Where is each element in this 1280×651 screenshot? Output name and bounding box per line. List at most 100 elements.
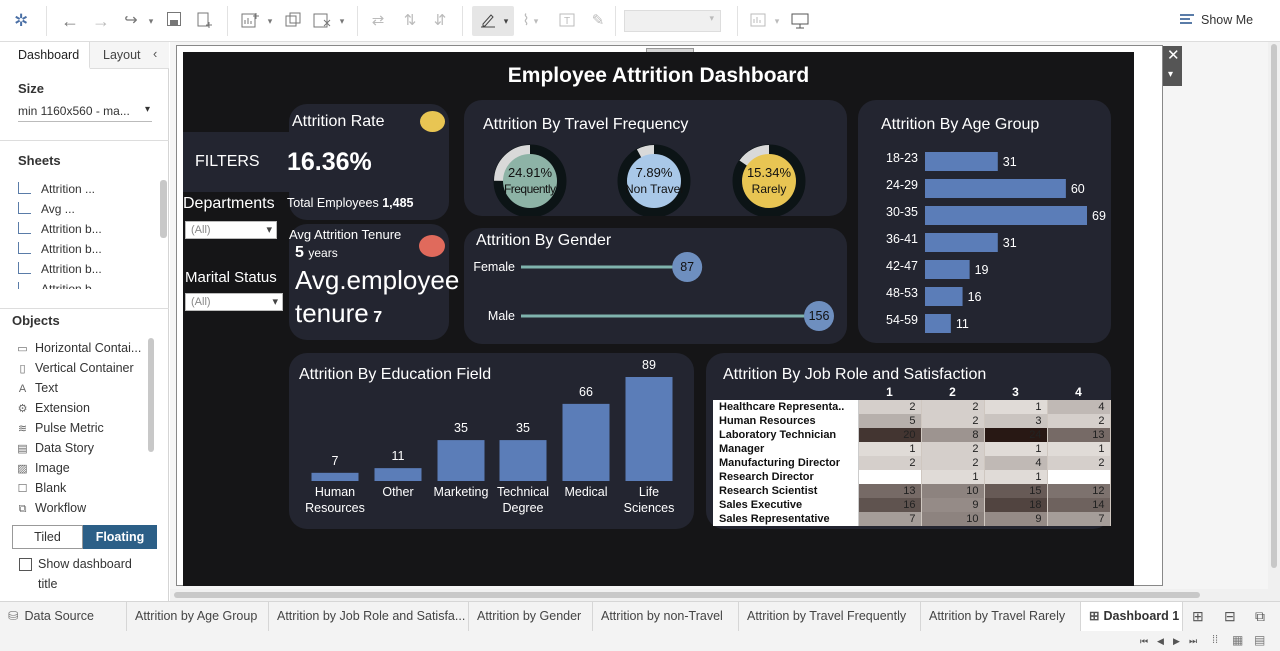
list-view-icon[interactable]: ▤: [1254, 633, 1266, 647]
grid-view-icon[interactable]: ▦: [1232, 633, 1244, 647]
education-bar: [499, 440, 547, 481]
sheet-icon: [18, 262, 31, 274]
heatmap-column-header: 4: [1075, 384, 1082, 399]
avg-tenure-label: Avg.employee: [295, 265, 460, 295]
floating-toggle[interactable]: Floating: [83, 525, 157, 549]
horizontal-scrollbar[interactable]: [170, 589, 1268, 601]
education-category-label: Marketing: [434, 485, 489, 499]
sheet-item[interactable]: Attrition b...: [18, 240, 102, 258]
heatmap-cell: 10: [921, 512, 985, 526]
tab-travel-rarely[interactable]: Attrition by Travel Rarely: [921, 602, 1081, 631]
heatmap-row: Research Scientist 13 10 15 12: [713, 484, 1111, 498]
show-title-checkbox[interactable]: [19, 558, 32, 571]
sheet-item[interactable]: Attrition ...: [18, 180, 95, 198]
object-pulse-metric[interactable]: ≋ Pulse Metric: [16, 419, 104, 437]
tab-layout[interactable]: Layout ‹: [90, 42, 169, 69]
left-panel: Dashboard Layout ‹ Size min 1160x560 - m…: [0, 42, 169, 601]
object-blank[interactable]: ☐ Blank: [16, 479, 67, 497]
show-me-icon[interactable]: [1180, 13, 1194, 27]
tab-job-role[interactable]: Attrition by Job Role and Satisfa...: [269, 602, 469, 631]
replay-dropdown-icon[interactable]: ▾: [148, 16, 154, 26]
object-text[interactable]: A Text: [16, 379, 58, 397]
group-icon[interactable]: ⌇: [522, 12, 530, 29]
object-horizontal-container[interactable]: ▭ Horizontal Contai...: [16, 339, 141, 357]
object-data-story[interactable]: ▤ Data Story: [16, 439, 94, 457]
new-worksheet-dropdown-icon[interactable]: ▾: [267, 16, 273, 26]
objects-scrollbar[interactable]: [148, 338, 154, 452]
pin-icon[interactable]: ✎: [591, 12, 605, 29]
sheet-item[interactable]: Attrition b...: [18, 260, 102, 278]
tab-age-group[interactable]: Attrition by Age Group: [127, 602, 269, 631]
group-dropdown-icon[interactable]: ▾: [533, 16, 539, 26]
close-icon[interactable]: ✕: [1167, 47, 1180, 64]
new-worksheet-icon[interactable]: [240, 11, 260, 31]
highlight-button[interactable]: [472, 6, 514, 36]
new-worksheet-tab-icon[interactable]: ⊞: [1192, 608, 1204, 624]
show-cards-icon[interactable]: [749, 11, 769, 31]
tab-data-source[interactable]: ⛁ Data Source: [0, 602, 127, 631]
sort-descending-icon[interactable]: ⇵: [433, 12, 447, 29]
age-value-label: 31: [1003, 236, 1017, 250]
tiled-toggle[interactable]: Tiled: [12, 525, 83, 549]
replay-icon[interactable]: ↪: [124, 12, 138, 29]
sheet-item[interactable]: Avg ...: [18, 200, 75, 218]
object-vertical-container[interactable]: ▯ Vertical Container: [16, 359, 133, 377]
heatmap-row-label: Research Scientist: [713, 484, 859, 498]
more-options-icon[interactable]: ▾: [1168, 69, 1174, 80]
show-me-button[interactable]: Show Me: [1201, 13, 1254, 27]
heatmap-column-header: 1: [886, 384, 893, 399]
next-tab-icon[interactable]: ▶: [1173, 636, 1180, 646]
new-dashboard-tab-icon[interactable]: ⊟: [1224, 608, 1236, 624]
swap-icon[interactable]: ⇄: [371, 12, 385, 29]
labels-icon[interactable]: T: [557, 11, 577, 31]
tab-travel-frequently[interactable]: Attrition by Travel Frequently: [739, 602, 921, 631]
size-select-value: min 1160x560 - ma...: [18, 104, 130, 118]
departments-filter[interactable]: (All): [185, 221, 277, 239]
tab-dashboard-1[interactable]: ⊞ Dashboard 1: [1081, 602, 1183, 631]
education-value-label: 66: [579, 385, 593, 399]
heatmap-cell: 3: [984, 414, 1048, 428]
marital-status-filter[interactable]: (All): [185, 293, 283, 311]
sort-ascending-icon[interactable]: ⇅: [403, 12, 417, 29]
filmstrip-view-icon[interactable]: ⁞⁞: [1212, 634, 1219, 646]
sheet-item[interactable]: Attrition b...: [18, 280, 102, 289]
last-tab-icon[interactable]: ⏭: [1189, 636, 1198, 646]
size-select[interactable]: min 1160x560 - ma... ▾: [18, 104, 152, 122]
education-chart: 7 Human Resources 11 Other 35 Marketing 35 Techn…: [305, 358, 674, 515]
heatmap-row-label: Sales Executive: [713, 498, 859, 512]
heatmap-cell: 9: [921, 498, 985, 512]
object-image[interactable]: ▨ Image: [16, 459, 69, 477]
redo-icon[interactable]: →: [92, 11, 110, 31]
highlight-dropdown-icon[interactable]: ▾: [503, 16, 509, 26]
sheets-label: Sheets: [18, 153, 61, 168]
collapse-panel-icon[interactable]: ‹: [153, 46, 158, 61]
tab-non-travel[interactable]: Attrition by non-Travel: [593, 602, 739, 631]
object-extension[interactable]: ⚙ Extension: [16, 399, 90, 417]
clear-dropdown-icon[interactable]: ▾: [339, 16, 345, 26]
undo-icon[interactable]: ←: [61, 11, 79, 31]
first-tab-icon[interactable]: ⏮: [1140, 636, 1149, 646]
sheets-scrollbar[interactable]: [160, 180, 167, 238]
tab-gender[interactable]: Attrition by Gender: [469, 602, 593, 631]
save-icon[interactable]: [165, 11, 183, 31]
extension-icon: ⚙: [17, 403, 28, 415]
presentation-icon[interactable]: [789, 11, 811, 31]
tenure-value: 5 years: [295, 244, 338, 261]
prev-tab-icon[interactable]: ◀: [1157, 636, 1164, 646]
vertical-scrollbar[interactable]: [1268, 42, 1280, 601]
new-story-tab-icon[interactable]: ⧉: [1255, 608, 1265, 624]
heatmap-cell: 12: [1047, 484, 1111, 498]
clear-sheet-icon[interactable]: [312, 11, 332, 31]
new-datasource-icon[interactable]: [196, 11, 214, 31]
sheet-item[interactable]: Attrition b...: [18, 220, 102, 238]
education-category-label: Medical: [564, 485, 607, 499]
tableau-logo-icon[interactable]: ✲: [14, 11, 29, 30]
attrition-rate-indicator: [420, 111, 445, 132]
fit-select[interactable]: ▾: [624, 10, 721, 32]
object-workflow[interactable]: ⧉ Workflow: [16, 499, 87, 517]
highlight-icon[interactable]: [478, 11, 498, 31]
duplicate-icon[interactable]: [283, 11, 303, 31]
tab-dashboard[interactable]: Dashboard: [0, 42, 90, 69]
donut-center: [503, 154, 557, 208]
show-cards-dropdown-icon[interactable]: ▾: [774, 16, 780, 26]
